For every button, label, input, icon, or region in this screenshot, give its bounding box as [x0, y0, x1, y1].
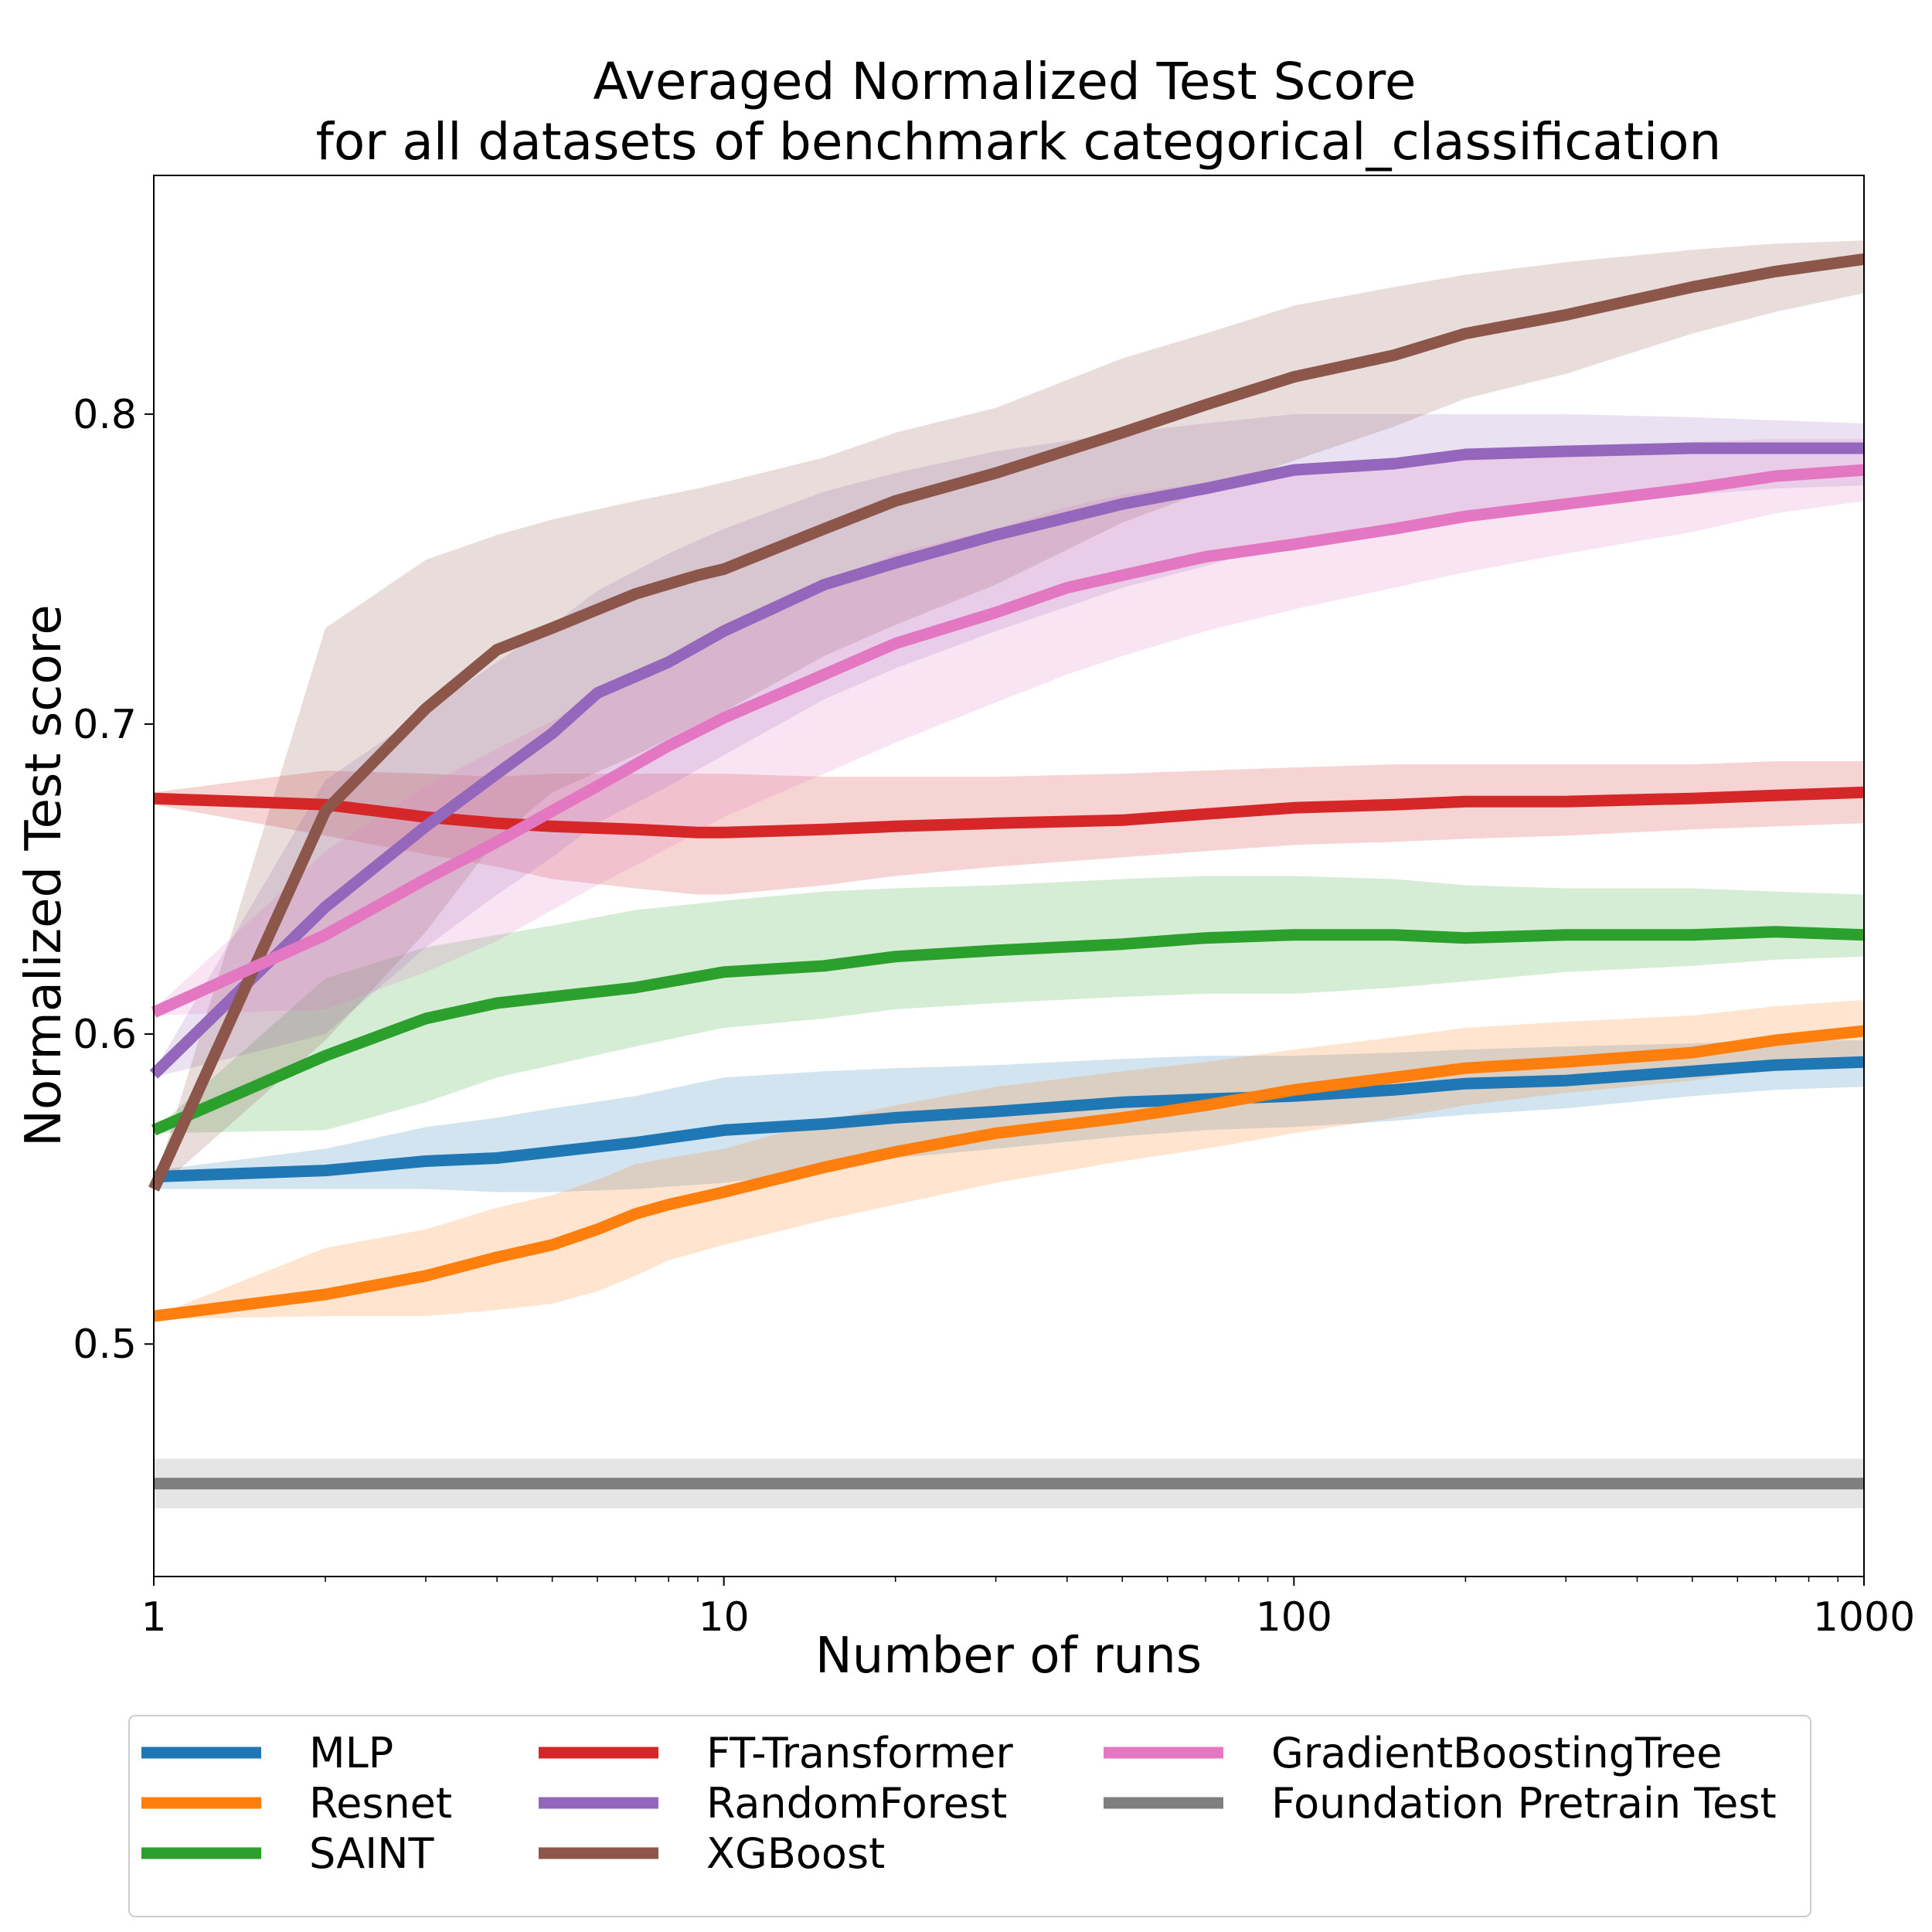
line-gradientboostingtree: [151, 464, 1865, 1018]
plot-frame: [153, 175, 1865, 1577]
chart-title-line1: Averaged Normalized Test Score: [594, 52, 1417, 111]
y-tick-label: 0.5: [73, 1321, 137, 1368]
confidence-bands: [154, 240, 1864, 1509]
x-axis-ticks: 1 10 100 1000: [141, 1577, 1915, 1641]
legend-label-resnet: Resnet: [309, 1779, 452, 1828]
line-resnet: [153, 1025, 1865, 1322]
x-tick-label: 1: [141, 1594, 166, 1641]
band-gradientboostingtree: [154, 438, 1864, 1015]
chart-title-line2: for all datasets of benchmark categorica…: [316, 112, 1722, 172]
legend-label-gradientboostingtree: GradientBoostingTree: [1271, 1729, 1722, 1777]
legend-label-saint: SAINT: [309, 1829, 435, 1878]
line-xgboost: [148, 253, 1866, 1192]
legend-box: [128, 1715, 1811, 1917]
line-saint: [151, 926, 1865, 1136]
band-xgboost: [154, 240, 1864, 1192]
legend-label-randomforest: RandomForest: [706, 1779, 1007, 1828]
line-ft-transformer: [153, 786, 1865, 838]
band-randomforest: [154, 413, 1864, 1078]
legend-label-mlp: MLP: [309, 1729, 393, 1777]
y-tick-label: 0.7: [73, 702, 137, 748]
y-tick-label: 0.6: [73, 1012, 137, 1058]
x-axis-label: Number of runs: [815, 1628, 1202, 1685]
y-tick-label: 0.8: [73, 392, 137, 438]
x-tick-label: 10: [699, 1594, 750, 1641]
series-lines: [148, 253, 1866, 1490]
legend-label-foundation-pretrain-test: Foundation Pretrain Test: [1271, 1779, 1777, 1828]
y-axis-label: Normalized Test score: [15, 604, 73, 1147]
legend-label-xgboost: XGBoost: [706, 1829, 885, 1878]
line-randomforest: [149, 442, 1864, 1079]
y-axis-ticks: 0.5 0.6 0.7 0.8: [73, 392, 154, 1368]
legend-label-ft-transformer: FT-Transformer: [706, 1729, 1013, 1777]
line-mlp: [153, 1056, 1865, 1183]
x-tick-label: 1000: [1813, 1594, 1915, 1641]
x-tick-label: 100: [1256, 1594, 1332, 1641]
